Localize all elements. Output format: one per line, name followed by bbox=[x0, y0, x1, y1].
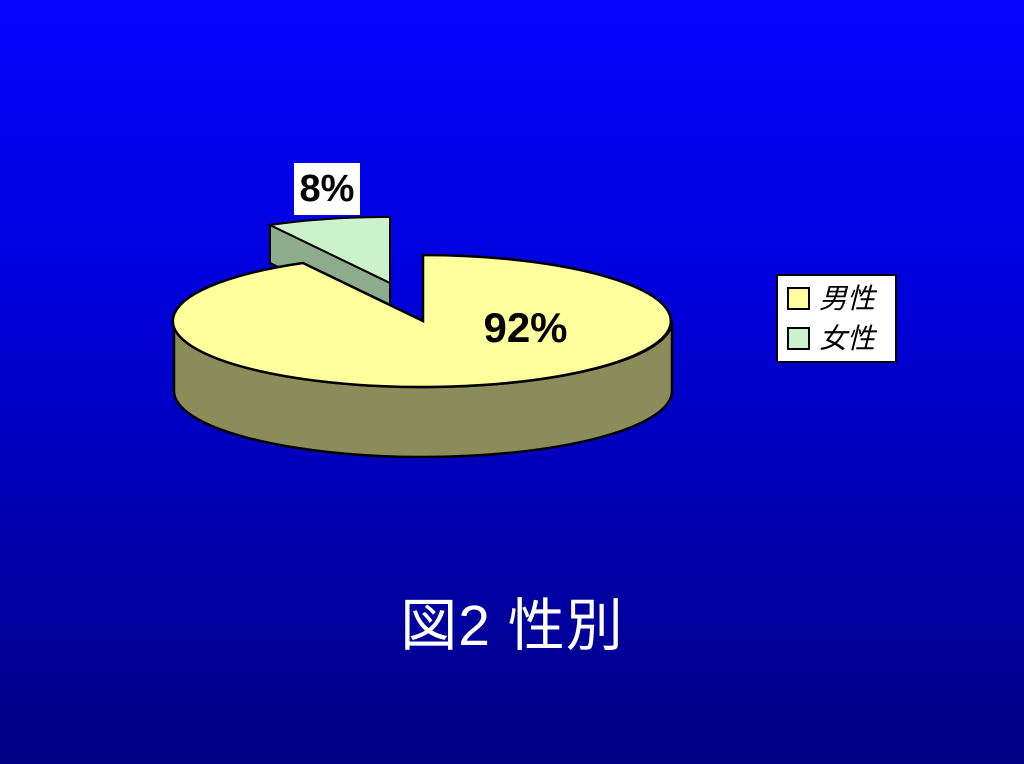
data-label-female: 8% bbox=[299, 167, 355, 210]
chart-legend: 男性 女性 bbox=[776, 274, 897, 363]
legend-swatch-female-icon bbox=[787, 327, 810, 350]
slide-title: 図2 性別 bbox=[400, 594, 624, 658]
legend-entry-female: 女性 bbox=[787, 322, 895, 354]
pie-slice-female-top bbox=[266, 215, 391, 285]
legend-entry-male: 男性 bbox=[787, 282, 895, 314]
pie-slice-male-top bbox=[171, 253, 673, 389]
data-label-female-box: 8% bbox=[294, 163, 360, 215]
data-label-male: 92% bbox=[483, 304, 568, 351]
legend-label-female: 女性 bbox=[819, 322, 876, 354]
legend-swatch-male-icon bbox=[787, 287, 810, 310]
legend-label-male: 男性 bbox=[819, 282, 876, 314]
